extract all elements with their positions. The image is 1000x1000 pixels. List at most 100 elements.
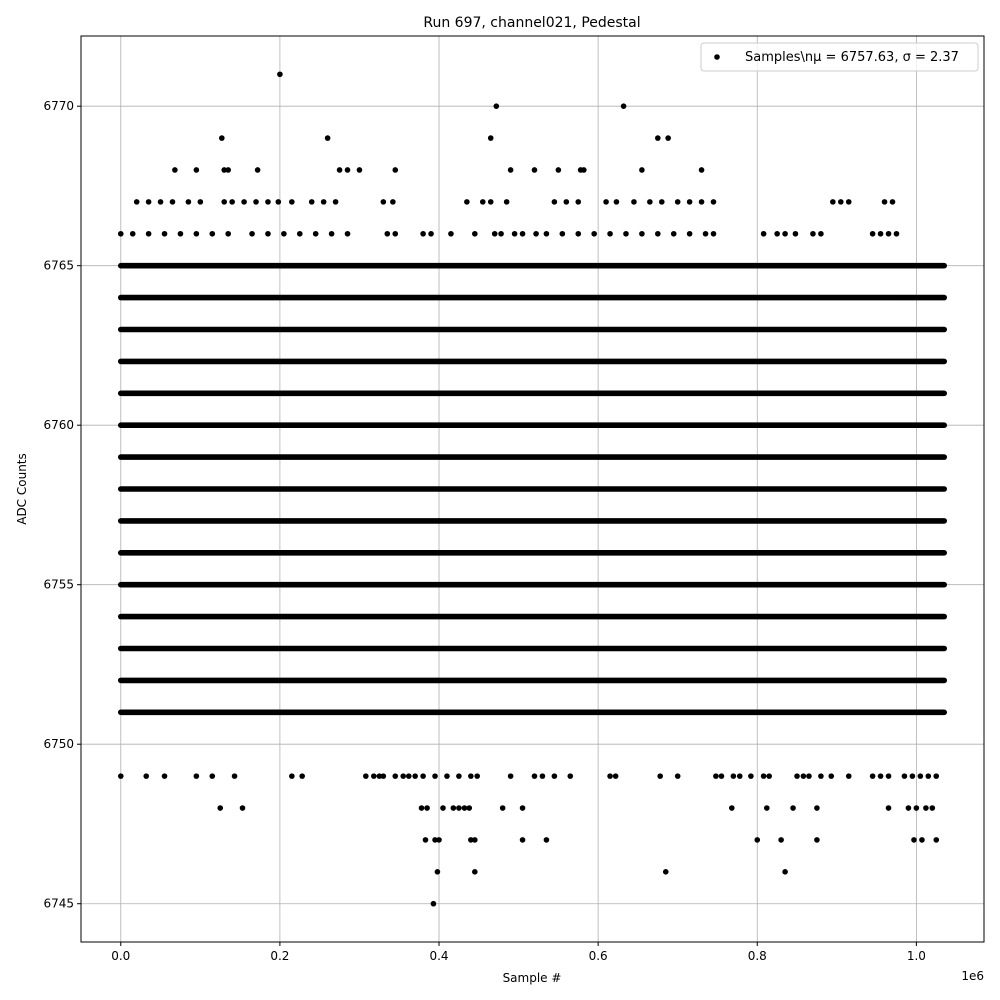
data-point <box>810 230 816 237</box>
data-point <box>913 805 920 811</box>
data-point <box>420 230 426 237</box>
data-point <box>422 837 429 843</box>
data-point <box>760 230 767 237</box>
data-point <box>893 230 900 237</box>
data-point <box>440 805 446 811</box>
data-point <box>794 773 800 779</box>
data-point <box>639 167 645 173</box>
data-points <box>117 71 948 907</box>
x-tick-label: 0.8 <box>748 949 767 963</box>
data-point <box>674 199 681 205</box>
data-point <box>344 230 351 237</box>
data-point <box>289 773 295 779</box>
data-point <box>275 199 282 205</box>
data-point <box>405 773 412 779</box>
data-point <box>193 773 200 779</box>
data-point <box>665 135 671 141</box>
data-point <box>782 230 788 237</box>
x-offset-label: 1e6 <box>961 969 984 983</box>
data-point <box>818 230 824 237</box>
data-point <box>324 135 331 141</box>
data-point <box>370 773 377 779</box>
data-point <box>193 167 200 173</box>
data-point <box>312 230 319 237</box>
data-point <box>392 230 399 237</box>
data-point <box>392 167 399 173</box>
data-point <box>686 230 693 237</box>
data-point <box>718 773 725 779</box>
data-point <box>806 773 812 779</box>
data-point <box>448 230 454 237</box>
data-point <box>551 199 558 205</box>
data-point <box>197 199 204 205</box>
data-point <box>543 837 550 843</box>
data-point <box>869 230 876 237</box>
data-point <box>498 230 504 237</box>
data-point <box>249 230 255 237</box>
data-point <box>432 837 438 843</box>
data-point <box>507 167 514 173</box>
data-point <box>418 805 425 811</box>
data-point <box>229 199 235 205</box>
data-point <box>607 230 613 237</box>
data-point <box>551 773 558 779</box>
data-point <box>766 773 772 779</box>
data-point <box>117 773 124 779</box>
data-point <box>925 773 932 779</box>
data-point <box>901 773 908 779</box>
data-point <box>363 773 369 779</box>
data-point <box>814 805 820 811</box>
data-point <box>919 837 925 843</box>
data-point <box>837 199 844 205</box>
data-point <box>917 773 924 779</box>
data-point <box>905 805 912 811</box>
data-point <box>698 199 705 205</box>
y-tick-label: 6765 <box>43 259 74 273</box>
data-point <box>657 773 663 779</box>
data-point <box>254 167 261 173</box>
y-axis-label: ADC Counts <box>15 453 29 525</box>
data-point <box>889 199 896 205</box>
data-point <box>320 199 327 205</box>
data-point <box>603 199 609 205</box>
x-tick-label: 0.4 <box>429 949 448 963</box>
data-point <box>468 773 474 779</box>
data-point <box>487 135 494 141</box>
data-point <box>308 199 315 205</box>
data-point <box>736 773 743 779</box>
data-point <box>328 230 335 237</box>
data-point <box>613 199 620 205</box>
data-point <box>639 230 645 237</box>
data-point <box>133 199 140 205</box>
data-point <box>277 71 283 78</box>
data-point <box>933 837 940 843</box>
data-point <box>219 135 225 141</box>
data-point <box>289 199 295 205</box>
data-point <box>241 199 247 205</box>
legend-label: Samples\nμ = 6757.63, σ = 2.37 <box>745 50 959 65</box>
data-point <box>145 230 152 237</box>
data-point <box>909 773 916 779</box>
y-tick-label: 6760 <box>43 418 74 432</box>
data-point <box>581 167 587 173</box>
data-point <box>885 230 892 237</box>
data-point <box>511 230 518 237</box>
data-point <box>493 103 500 109</box>
data-point <box>623 230 629 237</box>
data-point <box>296 230 303 237</box>
data-point <box>519 230 526 237</box>
data-point <box>209 773 216 779</box>
data-point <box>555 167 562 173</box>
data-point <box>519 837 526 843</box>
data-point <box>193 230 200 237</box>
x-tick-label: 0.0 <box>111 949 130 963</box>
data-point <box>299 773 305 779</box>
data-point <box>281 230 287 237</box>
data-point <box>161 773 168 779</box>
data-point <box>790 805 796 811</box>
data-point <box>631 199 637 205</box>
data-point <box>754 837 761 843</box>
data-point <box>748 773 754 779</box>
x-tick-label: 0.6 <box>589 949 608 963</box>
data-point <box>612 773 619 779</box>
